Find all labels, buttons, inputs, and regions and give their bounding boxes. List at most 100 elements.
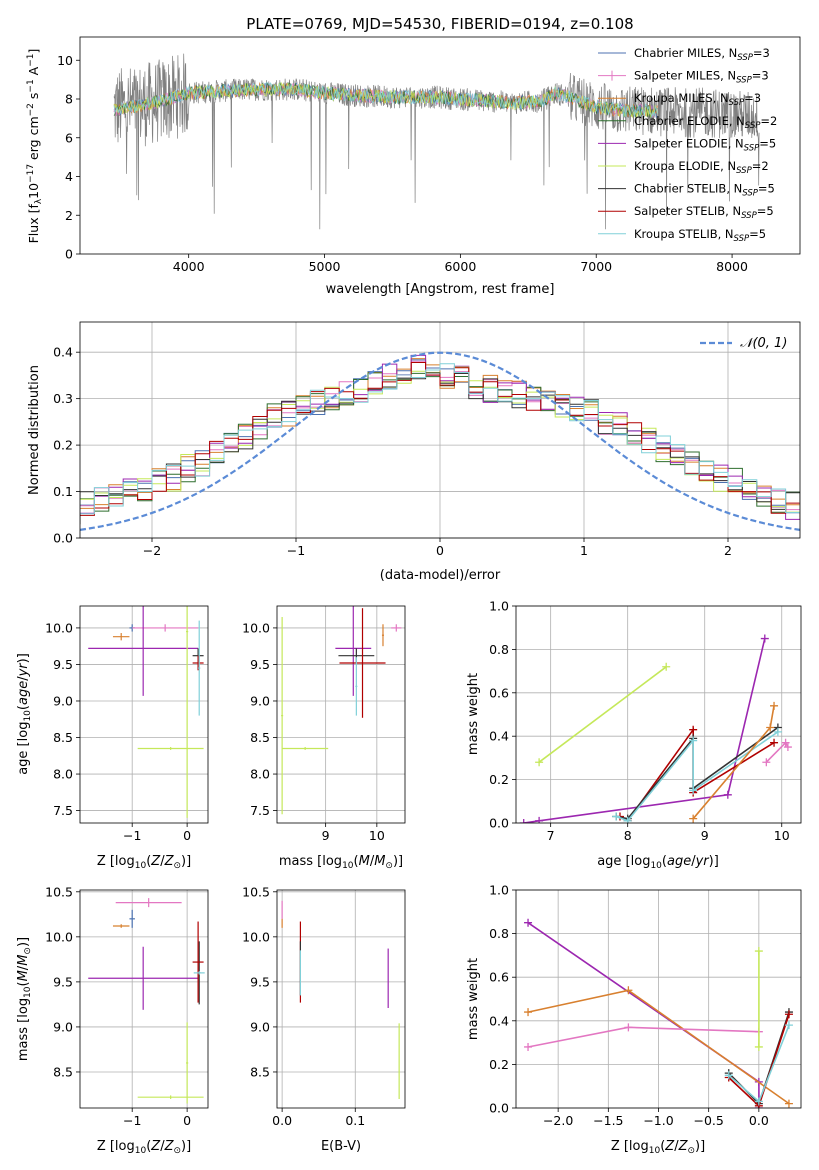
y-tick-label: 9.0 bbox=[53, 693, 73, 708]
weight-marker bbox=[723, 790, 732, 799]
histogram-4 bbox=[80, 354, 800, 520]
weight-marker bbox=[784, 1010, 793, 1019]
y-tick-label: 10.0 bbox=[242, 929, 270, 944]
legend-label-main: Chabrier ELODIE, N bbox=[634, 114, 745, 128]
x-tick-label: 7000 bbox=[580, 259, 612, 274]
weight-marker bbox=[754, 947, 763, 956]
weight-line-2 bbox=[527, 1026, 759, 1048]
x-tick-label: 8000 bbox=[716, 259, 748, 274]
x-tick-label: 6000 bbox=[444, 259, 476, 274]
y-tick-label: 8.5 bbox=[53, 1064, 73, 1079]
residuals-xlabel: (data-model)/error bbox=[380, 568, 501, 583]
legend-label-sub: SSP bbox=[741, 211, 757, 221]
mass-vs-ebv-xlabel: E(B-V) bbox=[321, 1139, 361, 1154]
legend-label-main: Kroupa ELODIE, N bbox=[634, 159, 736, 173]
y-tick-label: 10.0 bbox=[45, 620, 73, 635]
legend-label-tail: =2 bbox=[752, 159, 769, 173]
weight-vs-age-ylabel: mass weight bbox=[466, 673, 481, 755]
x-tick-label: 10 bbox=[369, 828, 385, 843]
weight-marker bbox=[724, 1071, 733, 1080]
weight-marker bbox=[754, 1097, 763, 1106]
legend-label-tail: =5 bbox=[758, 182, 775, 196]
y-tick-label: 8 bbox=[65, 92, 73, 107]
weight-marker bbox=[519, 819, 528, 823]
legend-label-main: Salpeter STELIB, N bbox=[634, 204, 741, 218]
x-tick-label: 9 bbox=[701, 828, 709, 843]
x-tick-label: 0.1 bbox=[345, 1113, 365, 1128]
weight-vs-z-panel: −2.0 −1.5 −1.0 −0.5 0.0 0.0 0.2 0.4 0.6 0.8 1.0 Z … bbox=[466, 883, 802, 1156]
model-spectrum-5 bbox=[113, 82, 658, 119]
x-tick-label: −2 bbox=[143, 543, 161, 558]
y-tick-label: 7.5 bbox=[53, 803, 73, 818]
x-tick-label: 5000 bbox=[309, 259, 341, 274]
histogram-5 bbox=[80, 366, 800, 518]
legend-label-sub: SSP bbox=[729, 98, 745, 108]
legend-label-tail: =5 bbox=[757, 204, 774, 218]
legend-label-tail: =5 bbox=[749, 227, 766, 241]
y-tick-label: 0.8 bbox=[489, 926, 509, 941]
legend-label-main: Kroupa MILES, N bbox=[634, 91, 729, 105]
x-tick-label: −1 bbox=[123, 828, 141, 843]
y-tick-label: 2 bbox=[65, 208, 73, 223]
spectrum-panel: PLATE=0769, MJD=54530, FIBERID=0194, z=0… bbox=[26, 15, 801, 297]
x-tick-label: 0 bbox=[436, 543, 444, 558]
x-tick-label: −2.0 bbox=[543, 1113, 573, 1128]
weight-vs-age-panel: 7 8 9 10 0.0 0.2 0.4 0.6 0.8 1.0 age [log10(age/y… bbox=[466, 599, 802, 871]
legend-label-7: Salpeter STELIB, NSSP=5 bbox=[634, 204, 774, 221]
y-tick-label: 0.0 bbox=[53, 531, 73, 546]
weight-line-0 bbox=[538, 666, 667, 763]
y-tick-label: 0.1 bbox=[53, 484, 73, 499]
x-tick-label: −1.0 bbox=[643, 1113, 673, 1128]
legend-label-tail: =3 bbox=[752, 69, 769, 83]
weight-marker bbox=[524, 1008, 533, 1017]
model-spectrum-8 bbox=[113, 82, 658, 119]
legend-label-5: Kroupa ELODIE, NSSP=2 bbox=[634, 159, 769, 176]
weight-line-1 bbox=[523, 638, 766, 823]
legend-label-tail: =3 bbox=[753, 46, 770, 60]
weight-marker bbox=[612, 812, 621, 821]
y-tick-label: 8.5 bbox=[250, 730, 270, 745]
y-tick-label: 0.8 bbox=[489, 642, 509, 657]
weight-marker bbox=[689, 736, 698, 745]
histogram-0 bbox=[80, 359, 800, 520]
weight-marker bbox=[689, 725, 698, 734]
model-spectrum-2 bbox=[113, 81, 658, 117]
y-tick-label: 0.4 bbox=[53, 345, 73, 360]
y-tick-label: 9.0 bbox=[53, 1019, 73, 1034]
y-tick-label: 10 bbox=[57, 53, 73, 68]
legend-label-sub: SSP bbox=[744, 143, 760, 153]
x-tick-label: 9 bbox=[322, 828, 330, 843]
y-tick-label: 0.4 bbox=[489, 729, 509, 744]
weight-vs-z-xlabel: Z [log10(Z/Z⊙)] bbox=[611, 1139, 705, 1156]
weight-marker bbox=[781, 738, 790, 747]
legend-label-main: Chabrier STELIB, N bbox=[634, 182, 742, 196]
weight-marker bbox=[784, 1021, 793, 1030]
y-tick-label: 9.5 bbox=[250, 657, 270, 672]
legend-label-tail: =2 bbox=[760, 114, 777, 128]
y-tick-label: 0.2 bbox=[489, 772, 509, 787]
y-tick-label: 4 bbox=[65, 169, 73, 184]
x-tick-label: −0.5 bbox=[693, 1113, 723, 1128]
normal-curve bbox=[80, 351, 800, 531]
weight-marker bbox=[762, 758, 771, 767]
legend-label-main: Kroupa STELIB, N bbox=[634, 227, 734, 241]
legend-label-main: Chabrier MILES, N bbox=[634, 46, 737, 60]
residuals-ylabel: Normed distribution bbox=[27, 365, 42, 495]
age-vs-mass-panel: 9 10 7.5 8.0 8.5 9.0 9.5 10.0 mass [log10(M/M⊙)… bbox=[242, 605, 406, 871]
histogram-3 bbox=[80, 372, 800, 513]
legend-label-main: Salpeter MILES, N bbox=[634, 69, 736, 83]
x-tick-label: 0.0 bbox=[749, 1113, 769, 1128]
histogram-2 bbox=[80, 358, 800, 523]
y-tick-label: 0.4 bbox=[489, 1013, 509, 1028]
legend-label-main: Salpeter ELODIE, N bbox=[634, 136, 744, 150]
spectrum-xlabel: wavelength [Angstrom, rest frame] bbox=[326, 282, 555, 297]
y-tick-label: 10.0 bbox=[45, 929, 73, 944]
y-tick-label: 1.0 bbox=[489, 883, 509, 898]
weight-marker bbox=[624, 986, 633, 995]
y-tick-label: 8.0 bbox=[53, 767, 73, 782]
y-tick-label: 0.6 bbox=[489, 970, 509, 985]
weight-marker bbox=[773, 727, 782, 736]
weight-marker bbox=[524, 1042, 533, 1051]
legend-label-tail: =5 bbox=[759, 136, 776, 150]
y-tick-label: 10.0 bbox=[242, 620, 270, 635]
